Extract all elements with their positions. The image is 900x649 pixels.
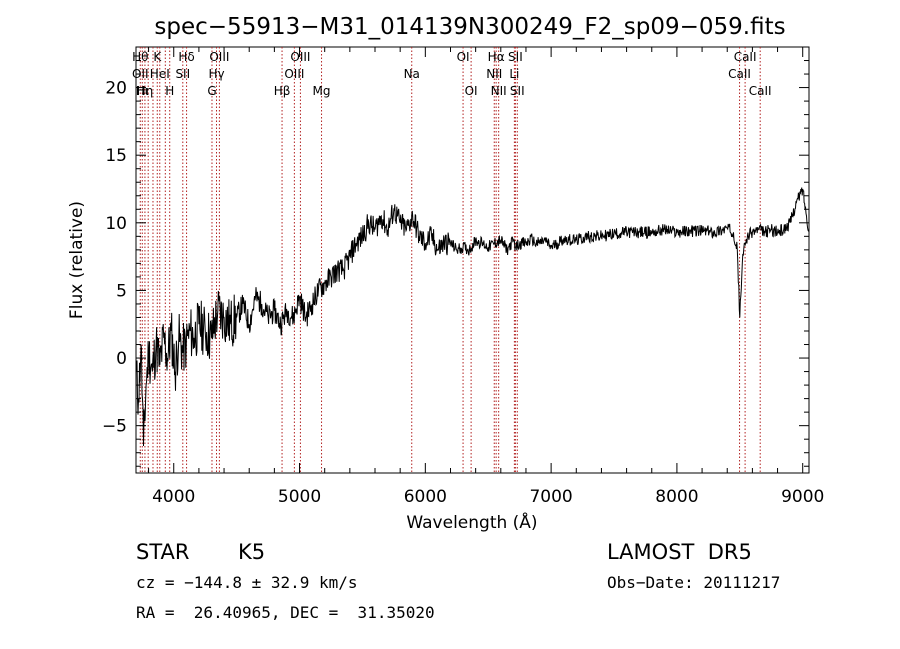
x-tick-label: 7000 xyxy=(529,487,572,507)
line-marker-label: CaII xyxy=(734,50,757,64)
plot-frame xyxy=(135,46,810,474)
x-tick-label: 9000 xyxy=(781,487,824,507)
line-marker-label: OIII xyxy=(284,67,304,81)
line-marker-label: CaII xyxy=(728,67,751,81)
y-tick-label: 15 xyxy=(105,146,127,166)
line-marker-label: OIII xyxy=(290,50,310,64)
line-marker-label: G xyxy=(207,84,216,98)
line-marker-label: SII xyxy=(508,50,523,64)
line-marker-label: Hβ xyxy=(274,84,291,98)
obs-date: Obs−Date: 20111217 xyxy=(607,573,781,592)
line-marker-label: SII xyxy=(175,67,190,81)
line-marker-label: OI xyxy=(457,50,470,64)
line-marker-label: HeI xyxy=(150,67,170,81)
coordinates: RA = 26.40965, DEC = 31.35020 xyxy=(136,603,435,622)
subclass: K5 xyxy=(238,540,266,564)
line-marker-label: K xyxy=(153,50,162,64)
line-marker-label: Na xyxy=(404,67,420,81)
line-marker-label: CaII xyxy=(749,84,772,98)
y-tick-label: 20 xyxy=(105,79,127,99)
line-marker-label: OI xyxy=(465,84,478,98)
line-marker-label: Hδ xyxy=(178,50,194,64)
x-tick-label: 5000 xyxy=(278,487,321,507)
x-tick-label: 6000 xyxy=(404,487,447,507)
survey-name: LAMOST DR5 xyxy=(607,540,752,564)
y-axis: −5 0 5 10 15 20 xyxy=(102,60,809,467)
line-marker-label: Hη xyxy=(137,84,154,98)
y-tick-label: 0 xyxy=(116,349,127,369)
line-markers xyxy=(139,47,761,473)
line-marker-label: NII xyxy=(491,84,507,98)
spectrum-line xyxy=(135,187,810,447)
x-tick-label: 4000 xyxy=(152,487,195,507)
x-axis-label: Wavelength (Å) xyxy=(406,511,537,533)
line-marker-label: Mg xyxy=(313,84,331,98)
y-tick-label: 10 xyxy=(105,214,127,234)
line-marker-label: Hθ xyxy=(132,50,148,64)
y-tick-label: −5 xyxy=(102,417,127,437)
line-marker-label: NII xyxy=(486,67,502,81)
chart-title: spec−55913−M31_014139N300249_F2_sp09−059… xyxy=(154,14,785,40)
line-marker-label: Hγ xyxy=(208,67,224,81)
line-marker-label: OIII xyxy=(209,50,229,64)
y-axis-label: Flux (relative) xyxy=(67,201,87,319)
y-tick-label: 5 xyxy=(116,281,127,301)
x-axis: 4000 5000 6000 7000 8000 9000 xyxy=(148,47,824,507)
line-marker-label: H xyxy=(165,84,174,98)
redshift-info: cz = −144.8 ± 32.9 km/s xyxy=(136,573,358,592)
line-marker-label: Li xyxy=(509,67,519,81)
line-marker-label: SII xyxy=(510,84,525,98)
line-marker-labels: HθOIIHιHηKHeIHSIIHδGHγOIIIHβOIIIOIIIMgNa… xyxy=(132,50,772,98)
line-marker-label: Hα xyxy=(488,50,505,64)
x-tick-label: 8000 xyxy=(655,487,698,507)
object-class: STAR xyxy=(136,540,190,564)
